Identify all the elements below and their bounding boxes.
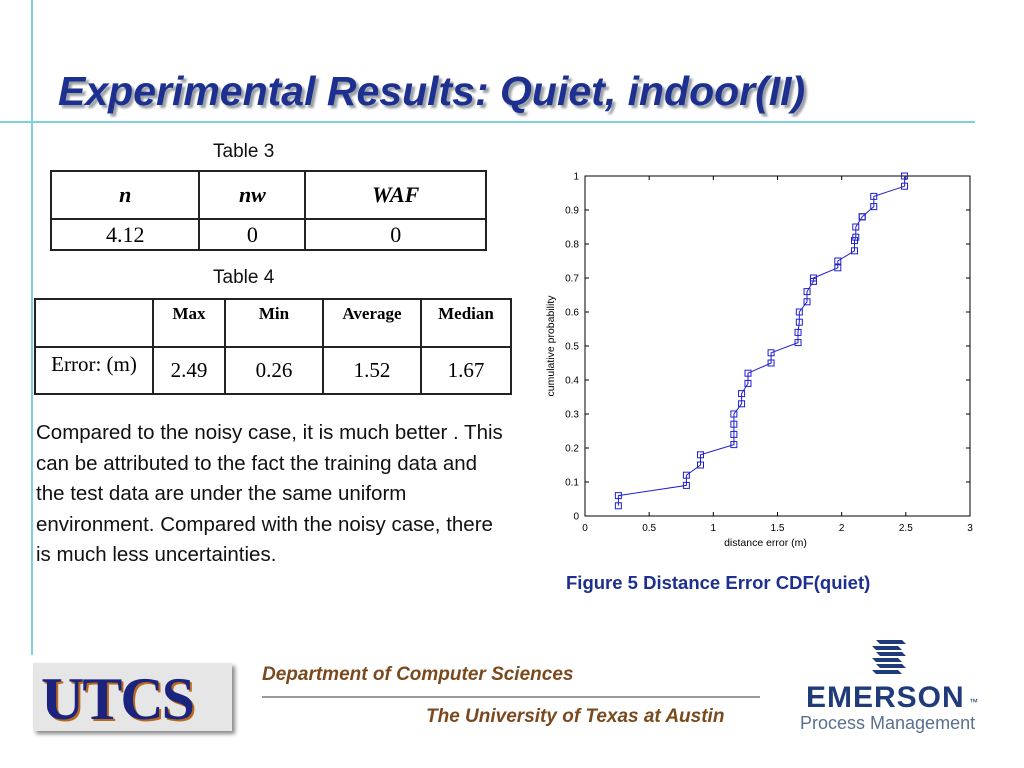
data-point [851, 247, 858, 255]
table-header-cell: n [49, 170, 201, 220]
y-tick-label: 0.4 [565, 376, 579, 387]
data-point [795, 318, 803, 326]
vertical-accent-line [31, 0, 33, 655]
table-header-cell: WAF [304, 170, 487, 220]
data-point [614, 502, 622, 510]
data-point [697, 461, 704, 469]
data-point [834, 264, 842, 272]
x-axis-label: distance error (m) [724, 537, 807, 549]
emerson-logo-icon [872, 640, 906, 674]
table-cell: 0 [304, 218, 487, 251]
plot-frame [584, 175, 971, 517]
table-header-cell: Median [420, 298, 512, 348]
data-point [794, 339, 802, 347]
data-point [901, 172, 909, 180]
slide-title: Experimental Results: Quiet, indoor(II) [58, 68, 806, 114]
emerson-trademark: ™ [969, 697, 978, 707]
table3-caption: Table 3 [213, 141, 275, 162]
utcs-logo: UTCS [33, 663, 232, 731]
x-tick-label: 1 [711, 523, 717, 534]
data-point [767, 359, 775, 367]
table-header-cell: nw [198, 170, 307, 220]
body-paragraph: Compared to the noisy case, it is much b… [36, 421, 503, 566]
data-point [738, 400, 746, 408]
data-point [682, 471, 690, 479]
table-cell: 0 [198, 218, 307, 251]
data-point [744, 369, 752, 377]
y-tick-label: 0.5 [565, 342, 579, 353]
data-point [738, 390, 746, 398]
y-tick-label: 0.2 [565, 444, 579, 455]
footer-divider [262, 696, 760, 698]
table3: n nw WAF 4.12 0 0 [49, 170, 487, 251]
y-tick-label: 0.6 [565, 308, 579, 319]
data-point [682, 481, 690, 489]
data-point [870, 203, 878, 211]
data-point [614, 492, 622, 500]
table4: Max Min Average Median Error: (m) 2.49 0… [34, 298, 512, 395]
table4-caption: Table 4 [213, 267, 275, 288]
data-point [730, 441, 738, 449]
y-tick-label: 0.3 [565, 410, 579, 421]
cdf-chart: 0 0.5 1 1.5 2 2.5 3 0 0.1 0.2 0.3 0.4 0.5 0.6 0.7 0.8 0.… [545, 172, 973, 550]
y-tick-label: 0.1 [565, 478, 579, 489]
data-point [852, 223, 860, 231]
table-cell: 0.26 [224, 346, 324, 395]
data-point [767, 349, 775, 357]
data-point [858, 213, 866, 221]
x-tick-label: 0 [582, 523, 588, 534]
data-point [809, 274, 817, 282]
data-point [744, 379, 752, 387]
data-point [794, 328, 802, 336]
figure-caption: Figure 5 Distance Error CDF(quiet) [566, 572, 871, 593]
table-row-label: Error: (m) [34, 346, 154, 395]
data-point [730, 410, 738, 418]
data-point [697, 451, 704, 459]
data-point [834, 257, 842, 265]
data-point [730, 420, 738, 428]
emerson-name: EMERSON [806, 681, 965, 714]
y-tick-label: 1 [573, 172, 579, 183]
y-tick-label: 0.9 [565, 206, 579, 217]
data-point [852, 233, 860, 241]
horizontal-accent-line [0, 121, 975, 123]
x-tick-label: 3 [967, 523, 973, 534]
table-cell: 1.52 [322, 346, 422, 395]
table-header-cell: Min [224, 298, 324, 348]
utcs-logo-text: UTCS [41, 666, 195, 731]
y-tick-label: 0.8 [565, 240, 579, 251]
table-header-cell: Average [322, 298, 422, 348]
department-name: Department of Computer Sciences [262, 664, 574, 685]
x-tick-label: 2.5 [899, 523, 913, 534]
table-header-cell: Max [152, 298, 226, 348]
y-axis-label: cumulative probability [545, 295, 557, 397]
data-point [795, 308, 803, 316]
data-point [870, 192, 878, 200]
x-tick-label: 0.5 [642, 523, 656, 534]
y-tick-label: 0.7 [565, 274, 579, 285]
data-point [803, 298, 811, 306]
data-point [901, 182, 909, 190]
y-tick-label: 0 [573, 512, 579, 523]
table-cell: 4.12 [49, 218, 201, 251]
table-header-cell [34, 298, 154, 348]
emerson-subtitle: Process Management [800, 713, 976, 733]
table-cell: 2.49 [152, 346, 226, 395]
data-point [730, 430, 738, 438]
x-tick-label: 1.5 [771, 523, 785, 534]
university-name: The University of Texas at Austin [426, 706, 725, 727]
table-cell: 1.67 [420, 346, 512, 395]
x-tick-label: 2 [839, 523, 845, 534]
data-point [803, 288, 811, 296]
